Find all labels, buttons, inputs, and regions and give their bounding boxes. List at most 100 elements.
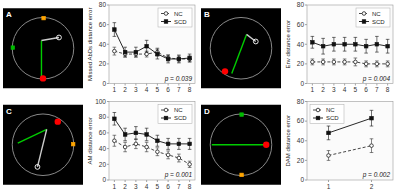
legend-label: SCD — [372, 19, 385, 25]
y-tick-label: 80 — [99, 1, 107, 8]
x-tick-label: 2 — [123, 86, 127, 93]
error-bar — [386, 39, 390, 53]
plot-frame — [307, 5, 393, 84]
error-bar — [311, 59, 315, 65]
marker-square — [240, 113, 244, 117]
marker-square — [113, 28, 117, 32]
marker-open-circle — [327, 154, 331, 158]
marker-open-circle — [145, 52, 149, 56]
error-bar — [166, 151, 170, 159]
marker-circle — [263, 142, 269, 148]
error-bar — [354, 37, 358, 51]
outline-circle — [210, 17, 272, 79]
legend-label: SCD — [174, 115, 187, 121]
marker-square — [123, 133, 127, 137]
error-bar — [113, 23, 117, 37]
legend-box — [158, 8, 192, 27]
error-bar — [123, 47, 127, 57]
y-tick-label: 80 — [297, 98, 305, 105]
y-tick-label: 20 — [99, 161, 107, 168]
marker-square — [375, 42, 379, 46]
y-axis-label: AM distance error — [87, 117, 93, 164]
legend-label: NC — [326, 107, 335, 113]
error-bar — [364, 61, 368, 67]
marker-open-circle — [364, 62, 368, 66]
annotation: p = 0.039 — [164, 75, 193, 83]
marker-square — [164, 20, 168, 24]
error-bar — [145, 142, 149, 151]
error-bar — [370, 139, 374, 153]
marker-square — [156, 52, 160, 56]
marker-square — [134, 50, 138, 54]
marker-square — [354, 42, 358, 46]
error-bar — [370, 110, 374, 126]
legend: NC SCD — [158, 105, 192, 124]
error-bar — [113, 135, 117, 146]
y-tick — [107, 44, 109, 45]
marker-circle — [40, 75, 46, 81]
error-bar — [134, 139, 138, 148]
y-tick — [107, 24, 109, 25]
error-bar — [156, 148, 160, 156]
legend: NC SCD — [356, 8, 390, 27]
marker-open-circle — [188, 163, 192, 167]
marker-open-circle — [253, 39, 258, 44]
error-bar — [343, 37, 347, 51]
marker-open-circle — [145, 145, 149, 149]
marker-open-circle — [332, 60, 336, 64]
panel-background — [3, 105, 83, 185]
x-tick-label: 4 — [145, 86, 149, 93]
y-tick — [107, 83, 109, 84]
marker-open-circle — [177, 156, 181, 160]
error-bar — [332, 59, 336, 65]
x-tick-label: 1 — [311, 86, 315, 93]
marker-square — [113, 117, 117, 121]
marker-square — [177, 142, 181, 146]
series-line — [114, 141, 189, 165]
marker-square — [134, 131, 138, 135]
annotation: p = 0.002 — [362, 171, 391, 179]
marker-open-circle — [177, 57, 181, 61]
marker-square — [11, 46, 15, 50]
error-bar — [123, 128, 127, 141]
marker-square — [166, 57, 170, 61]
figure: A02040608012345678Missed AbDs distance e… — [0, 0, 400, 193]
plot-background — [109, 102, 195, 181]
legend: NCSCD — [158, 8, 192, 27]
x-tick-label: 5 — [156, 86, 160, 93]
y-tick-label: 60 — [297, 21, 305, 28]
error-bar — [375, 61, 379, 67]
plot-marks — [113, 23, 192, 63]
error-bar — [386, 61, 390, 67]
legend-label: NC — [174, 107, 183, 113]
error-bar — [375, 36, 379, 52]
track-line — [37, 129, 46, 167]
y-tick-label: 40 — [297, 41, 305, 48]
x-tick-label: 6 — [166, 86, 170, 93]
error-bar — [113, 112, 117, 125]
y-tick-label: 60 — [297, 117, 305, 124]
track-line — [232, 34, 247, 73]
error-bar — [327, 126, 331, 140]
x-tick-label: 4 — [343, 86, 347, 93]
marker-open-circle — [311, 60, 315, 64]
marker-square — [177, 57, 181, 61]
outline-circle — [210, 114, 272, 176]
panel-label: A — [6, 10, 12, 19]
diagram-marks — [12, 114, 75, 176]
error-bar — [134, 127, 138, 140]
marker-square — [311, 40, 315, 44]
marker-open-circle — [386, 62, 390, 66]
marker-open-circle — [164, 12, 168, 16]
y-tick — [107, 5, 109, 6]
legend-box — [356, 8, 390, 27]
y-tick — [107, 164, 109, 165]
legend-label: NC — [372, 11, 381, 17]
panel-background — [3, 8, 83, 88]
marker-square — [42, 16, 46, 20]
marker-circle — [222, 68, 228, 74]
marker-circle — [55, 118, 61, 124]
marker-square — [343, 42, 347, 46]
y-tick-label: 40 — [99, 41, 107, 48]
y-tick — [107, 180, 109, 181]
